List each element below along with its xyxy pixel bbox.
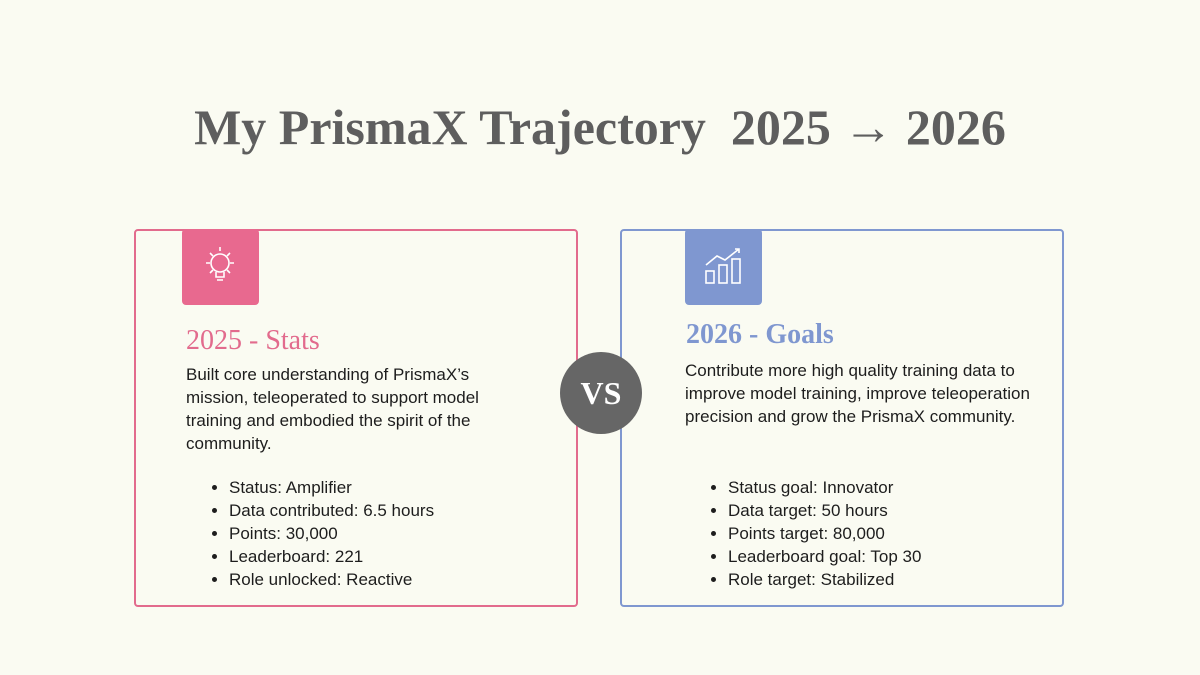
list-item: Points: 30,000 <box>229 522 434 545</box>
stats-card: 2025 - Stats Built core understanding of… <box>134 229 578 607</box>
card-heading: 2025 - Stats <box>186 325 320 356</box>
card-heading: 2026 - Goals <box>686 319 834 350</box>
chart-icon <box>685 229 762 305</box>
vs-badge: VS <box>560 352 642 434</box>
list-item: Role target: Stabilized <box>728 568 921 591</box>
list-item: Status goal: Innovator <box>728 476 921 499</box>
bulb-glyph <box>206 247 234 281</box>
list-item: Points target: 80,000 <box>728 522 921 545</box>
bulb-icon <box>182 229 259 305</box>
card-description: Built core understanding of PrismaX’s mi… <box>186 365 479 453</box>
list-item: Data target: 50 hours <box>728 499 921 522</box>
list-item: Data contributed: 6.5 hours <box>229 499 434 522</box>
stats-list: Status: AmplifierData contributed: 6.5 h… <box>207 476 434 591</box>
goals-card: 2026 - Goals Contribute more high qualit… <box>620 229 1064 607</box>
list-item: Leaderboard goal: Top 30 <box>728 545 921 568</box>
list-item: Leaderboard: 221 <box>229 545 434 568</box>
card-description: Contribute more high quality training da… <box>685 361 1030 426</box>
title: My PrismaX Trajectory 2025 → 2026 <box>194 99 1006 155</box>
chart-glyph <box>705 248 741 284</box>
goals-list: Status goal: InnovatorData target: 50 ho… <box>706 476 921 591</box>
list-item: Status: Amplifier <box>229 476 434 499</box>
list-item: Role unlocked: Reactive <box>229 568 434 591</box>
